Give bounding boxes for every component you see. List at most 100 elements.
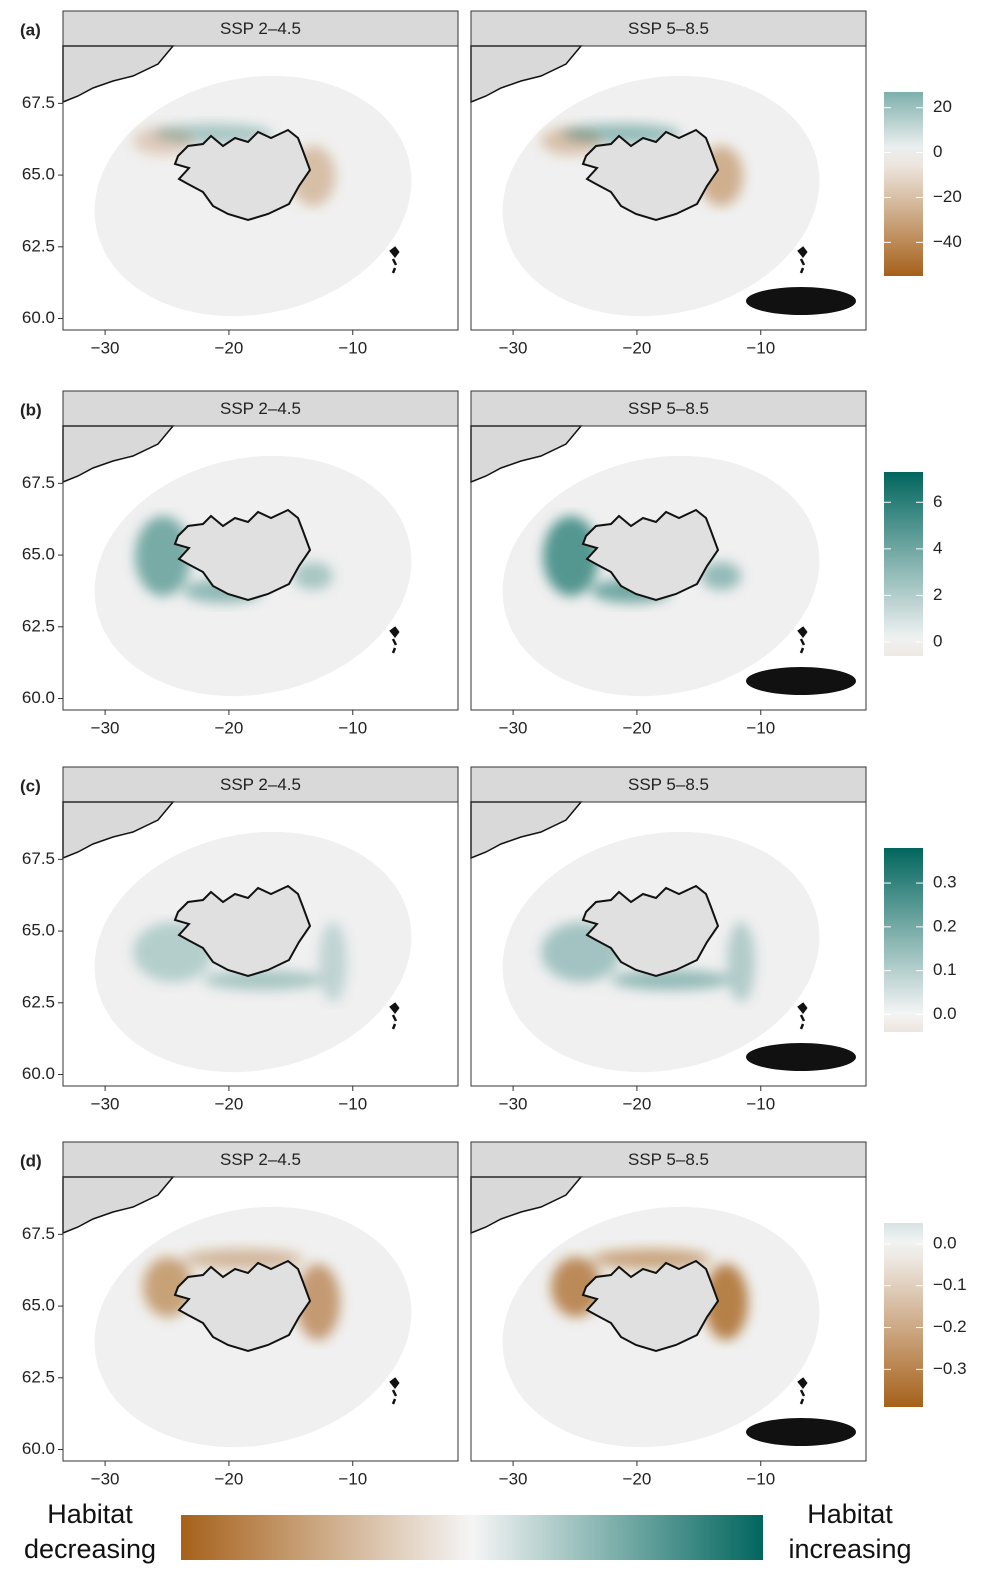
iceland: [581, 884, 720, 978]
map: [470, 45, 856, 317]
x-tick-label: −20: [623, 1469, 652, 1488]
legend-right: increasing: [788, 1534, 911, 1564]
facet-label: SSP 5–8.5: [628, 775, 709, 794]
map: [470, 801, 856, 1073]
x-tick-label: −20: [623, 338, 652, 357]
colorbar-label: 0.2: [933, 916, 957, 935]
faroe: [389, 246, 400, 274]
x-tick-label: −20: [623, 718, 652, 737]
iceland: [581, 128, 720, 222]
faroe: [389, 1377, 400, 1405]
fish: [746, 1418, 856, 1446]
fish: [746, 1043, 856, 1071]
facet-label: SSP 2–4.5: [220, 19, 301, 38]
facet-label: SSP 2–4.5: [220, 775, 301, 794]
strip: [470, 390, 867, 427]
x-tick-label: −30: [499, 1094, 528, 1113]
map: [62, 1176, 412, 1448]
panel-frame: [470, 45, 867, 331]
facet-label: SSP 5–8.5: [628, 399, 709, 418]
x-tick-label: −30: [499, 718, 528, 737]
colorbar: [884, 92, 923, 276]
habitat-patch: [591, 1249, 711, 1269]
panel-frame: [62, 45, 459, 331]
colorbar-label: 0.1: [933, 960, 957, 979]
panel-label: (c): [20, 776, 41, 795]
x-tick-label: −10: [746, 1094, 775, 1113]
habitat-patch: [319, 922, 347, 1002]
y-tick-label: 62.5: [22, 616, 55, 635]
strip: [62, 766, 459, 803]
panel-label: (b): [20, 400, 42, 419]
legend-bar: [181, 1515, 763, 1560]
y-tick-label: 67.5: [22, 1224, 55, 1243]
greenland: [470, 425, 583, 484]
y-tick-label: 67.5: [22, 849, 55, 868]
colorbar-label: 0.3: [933, 873, 957, 892]
habitat-patch: [611, 970, 731, 990]
facet-label: SSP 5–8.5: [628, 1150, 709, 1169]
colorbar-label: 0: [933, 142, 942, 161]
y-tick-label: 60.0: [22, 308, 55, 327]
fish: [746, 287, 856, 315]
strip: [62, 390, 459, 427]
y-tick-label: 65.0: [22, 1296, 55, 1315]
y-tick-label: 65.0: [22, 545, 55, 564]
x-tick-label: −10: [338, 718, 367, 737]
y-tick-label: 60.0: [22, 688, 55, 707]
habitat-patch: [153, 124, 273, 144]
colorbar: [884, 472, 923, 656]
greenland: [62, 1176, 175, 1235]
x-tick-label: −20: [623, 1094, 652, 1113]
colorbar-label: 0.0: [933, 1233, 957, 1252]
colorbar-label: −0.2: [933, 1317, 967, 1336]
greenland: [62, 801, 175, 860]
fish: [746, 667, 856, 695]
colorbar-label: −20: [933, 187, 962, 206]
iceland: [581, 1259, 720, 1353]
greenland: [470, 801, 583, 860]
faroe: [797, 626, 808, 654]
iceland: [173, 884, 312, 978]
greenland: [470, 45, 583, 104]
colorbar-label: 0.0: [933, 1004, 957, 1023]
habitat-patches: [143, 1249, 340, 1340]
y-tick-label: 62.5: [22, 1367, 55, 1386]
colorbar-label: 20: [933, 97, 952, 116]
panel-frame: [470, 425, 867, 711]
habitat-patch: [561, 124, 681, 144]
x-tick-label: −10: [338, 1094, 367, 1113]
facet-label: SSP 2–4.5: [220, 399, 301, 418]
map: [62, 45, 412, 317]
colorbar-label: 2: [933, 585, 942, 604]
iceland: [173, 1259, 312, 1353]
panel-frame: [470, 1176, 867, 1462]
x-tick-label: −30: [91, 338, 120, 357]
greenland: [470, 1176, 583, 1235]
x-tick-label: −30: [499, 338, 528, 357]
facet-label: SSP 5–8.5: [628, 19, 709, 38]
x-tick-label: −30: [91, 1094, 120, 1113]
panel-frame: [62, 425, 459, 711]
faroe: [797, 1377, 808, 1405]
habitat-patch: [551, 1257, 601, 1317]
y-tick-label: 60.0: [22, 1064, 55, 1083]
x-tick-label: −20: [215, 718, 244, 737]
colorbar-label: 4: [933, 538, 942, 557]
habitat-patch: [727, 922, 755, 1002]
colorbar-label: 6: [933, 492, 942, 511]
greenland: [62, 45, 175, 104]
habitat-patch: [293, 562, 333, 590]
habitat-patch: [296, 1264, 340, 1340]
map: [470, 425, 856, 697]
x-tick-label: −20: [215, 338, 244, 357]
panel-frame: [62, 801, 459, 1087]
habitat-patch: [203, 970, 323, 990]
y-tick-label: 67.5: [22, 473, 55, 492]
colorbar: [884, 1223, 923, 1407]
map: [62, 801, 412, 1073]
greenland: [62, 425, 175, 484]
faroe: [389, 626, 400, 654]
panel-frame: [470, 801, 867, 1087]
